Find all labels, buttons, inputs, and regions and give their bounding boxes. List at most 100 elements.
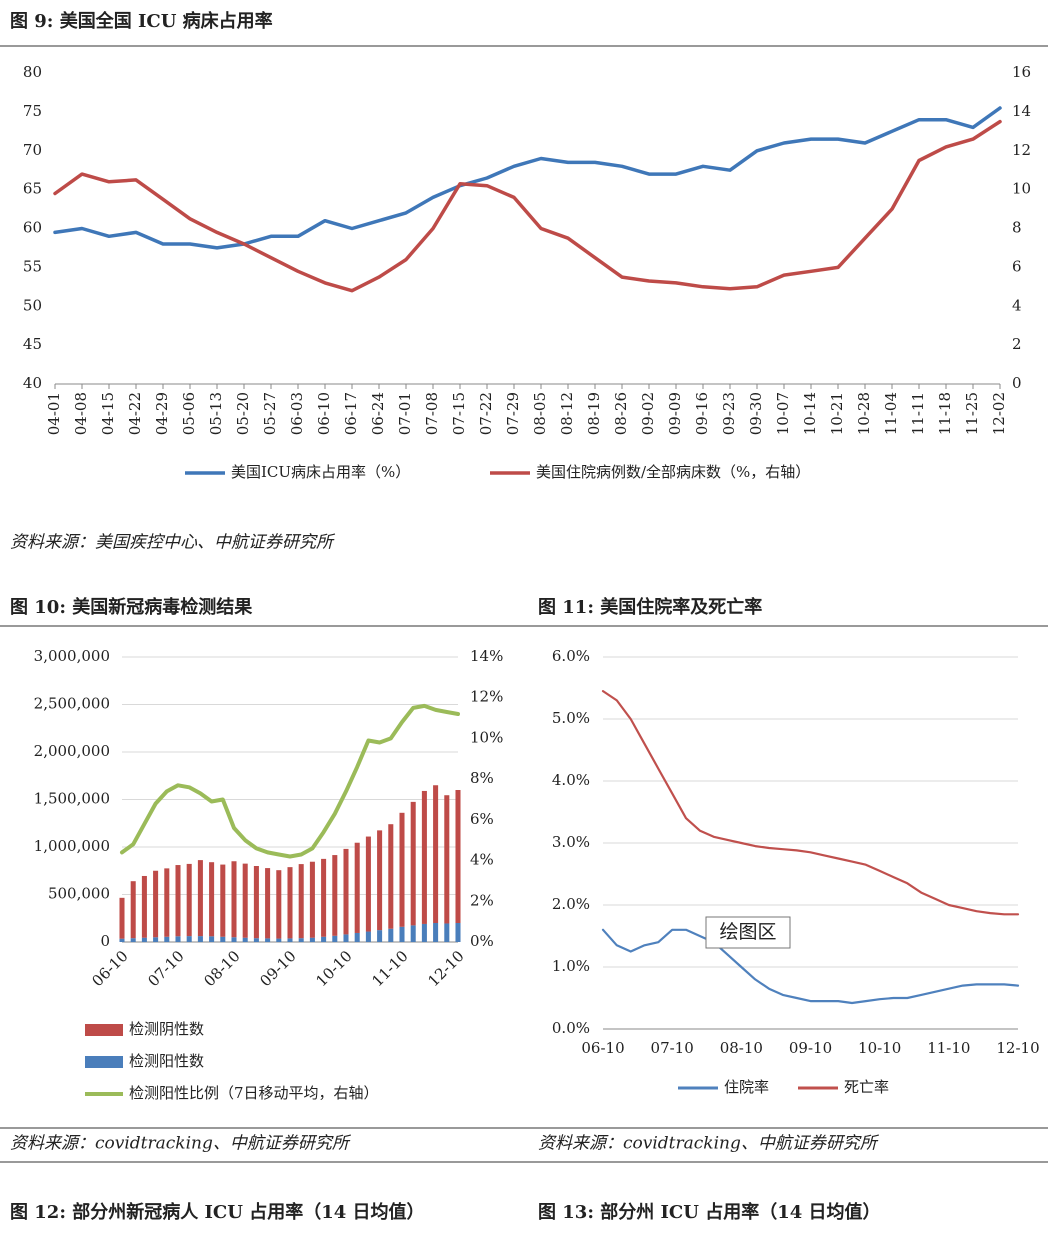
x-tick-label: 11-04 (882, 392, 900, 435)
y-tick-label: 3.0% (552, 833, 590, 851)
bar (276, 870, 282, 939)
y-tick-label: 4.0% (552, 771, 590, 789)
x-tick-label: 10-07 (774, 392, 792, 435)
y-tick-label: 1,000,000 (34, 837, 110, 855)
bar (119, 897, 125, 939)
bar (444, 795, 450, 924)
y-tick-label: 2,000,000 (34, 742, 110, 760)
x-tick-label: 05-27 (261, 392, 279, 435)
x-tick-label: 10-21 (828, 392, 846, 435)
x-tick-label: 08-10 (720, 1039, 763, 1057)
series-line (120, 703, 460, 859)
legend-label: 检测阴性数 (129, 1020, 204, 1038)
chart-title: 图 9: 美国全国 ICU 病床占用率 (10, 10, 273, 32)
bar (354, 932, 360, 942)
y-tick-label: 500,000 (48, 885, 110, 903)
y-tick-label: 50 (23, 296, 42, 314)
x-tick-label: 11-11 (909, 392, 927, 435)
y2-tick-label: 12% (470, 688, 503, 706)
legend-label: 检测阳性数 (129, 1052, 204, 1070)
bar (287, 867, 293, 939)
y-tick-label: 1.0% (552, 957, 590, 975)
x-tick-label: 08-26 (612, 392, 630, 435)
x-tick-label: 10-10 (858, 1039, 901, 1057)
source-note: 资料来源：covidtracking、中航证券研究所 (538, 1134, 880, 1154)
x-tick-label: 09-16 (693, 392, 711, 435)
x-tick-label: 10-28 (855, 392, 873, 435)
x-tick-label: 12-10 (996, 1039, 1039, 1057)
y-tick-label: 0.0% (552, 1019, 590, 1037)
bar (242, 863, 248, 938)
x-tick-label: 04-29 (153, 392, 171, 435)
x-tick-label: 09-10 (789, 1039, 832, 1057)
x-tick-label: 04-22 (126, 392, 144, 435)
bar (197, 936, 203, 942)
y2-tick-label: 2 (1012, 335, 1022, 353)
x-tick-label: 07-29 (504, 392, 522, 435)
bar (253, 866, 259, 939)
x-tick-label: 08-05 (531, 392, 549, 435)
x-tick-label: 05-13 (207, 392, 225, 435)
bar (130, 938, 136, 942)
x-tick-label: 04-15 (99, 392, 117, 435)
bar (377, 930, 383, 942)
x-tick-label: 07-10 (144, 947, 187, 990)
y-tick-label: 55 (23, 257, 42, 275)
x-tick-label: 06-10 (315, 392, 333, 435)
y2-tick-label: 10% (470, 728, 503, 746)
bar (186, 863, 192, 937)
series-line (601, 928, 1020, 1005)
bar (421, 923, 427, 942)
x-tick-label: 12-10 (424, 947, 467, 990)
bar (242, 937, 248, 942)
x-tick-label: 09-09 (666, 392, 684, 435)
x-tick-label: 06-10 (88, 947, 131, 990)
bar (220, 864, 226, 937)
x-tick-label: 12-02 (990, 392, 1008, 435)
bar (421, 790, 427, 924)
x-tick-label: 06-24 (369, 392, 387, 435)
legend-label: 住院率 (724, 1078, 769, 1096)
chart-title: 图 11: 美国住院率及死亡率 (538, 596, 762, 618)
x-tick-label: 06-03 (288, 392, 306, 435)
x-tick-label: 11-10 (368, 947, 411, 990)
bar (175, 936, 181, 942)
bar (399, 812, 405, 927)
y2-tick-label: 0% (470, 932, 494, 950)
bar (141, 875, 147, 938)
y2-tick-label: 4% (470, 851, 494, 869)
y2-tick-label: 12 (1012, 141, 1031, 159)
y-tick-label: 2.0% (552, 895, 590, 913)
y-tick-label: 6.0% (552, 647, 590, 665)
tooltip-text: 绘图区 (719, 921, 776, 943)
x-tick-label: 05-20 (234, 392, 252, 435)
y2-tick-label: 6 (1012, 257, 1022, 275)
legend-label: 美国ICU病床占用率（%） (231, 463, 410, 481)
legend-label: 死亡率 (844, 1078, 889, 1096)
x-tick-label: 07-01 (396, 392, 414, 435)
bar (433, 923, 439, 942)
bar (388, 824, 394, 929)
bar (321, 858, 327, 937)
chart-title: 图 10: 美国新冠病毒检测结果 (10, 596, 253, 618)
figure-title: 图 12: 部分州新冠病人 ICU 占用率（14 日均值） (10, 1201, 425, 1223)
x-tick-label: 08-12 (558, 392, 576, 435)
series-line (53, 106, 1002, 250)
y-tick-label: 3,000,000 (34, 647, 110, 665)
legend-label: 检测阳性比例（7日移动平均，右轴） (129, 1084, 379, 1102)
source-note: 资料来源：covidtracking、中航证券研究所 (10, 1134, 352, 1154)
x-tick-label: 06-10 (581, 1039, 624, 1057)
bar (253, 938, 259, 942)
x-tick-label: 07-10 (651, 1039, 694, 1057)
bar (309, 861, 315, 938)
bar (377, 830, 383, 931)
x-tick-label: 11-25 (963, 392, 981, 435)
bar (365, 836, 371, 932)
y-tick-label: 5.0% (552, 709, 590, 727)
bar (332, 935, 338, 942)
bar (119, 938, 125, 942)
y-tick-label: 1,500,000 (34, 790, 110, 808)
y-tick-label: 2,500,000 (34, 695, 110, 713)
